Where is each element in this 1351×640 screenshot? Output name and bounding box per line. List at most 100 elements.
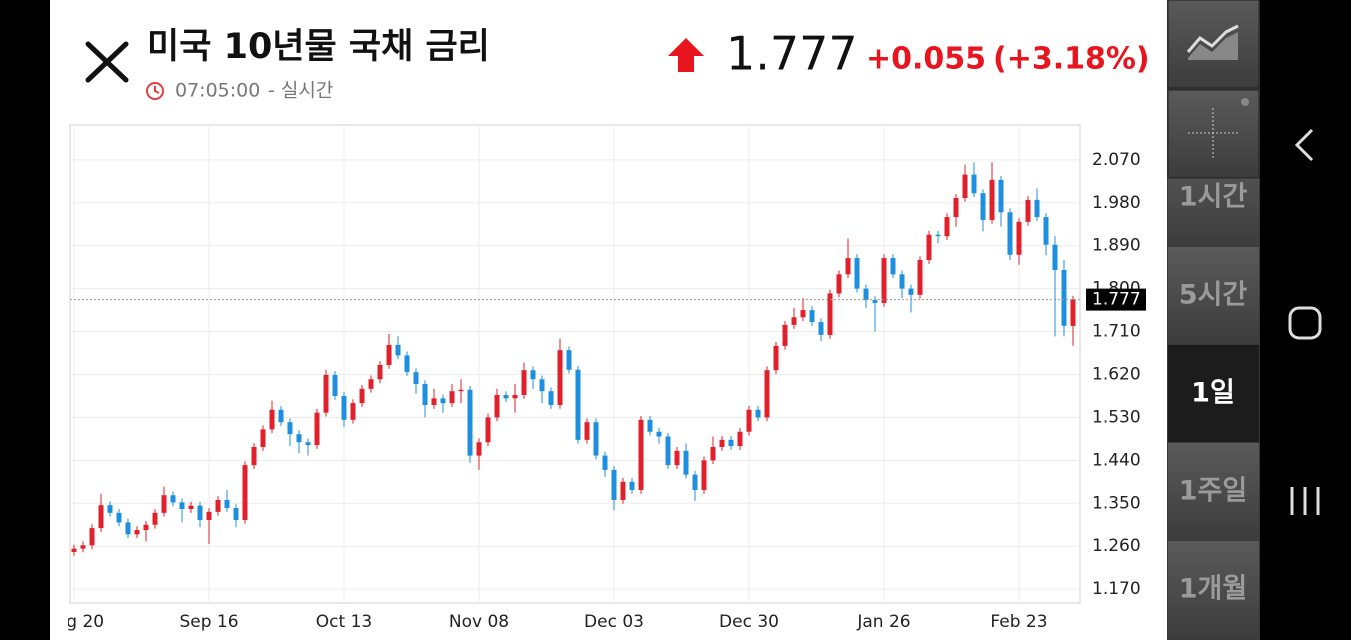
plot-area: [69, 124, 1081, 604]
recents-button[interactable]: [1290, 487, 1320, 515]
candle-body: [359, 388, 365, 404]
candle-body: [989, 179, 995, 220]
close-button[interactable]: [85, 41, 129, 83]
candle-body: [584, 422, 590, 440]
up-arrow: [668, 38, 704, 72]
candle-body: [872, 300, 878, 303]
left-bar: [0, 0, 50, 640]
candle-body: [863, 288, 869, 301]
x-tick-label: Jan 26: [856, 612, 910, 632]
y-tick-label: 1.890: [1092, 236, 1141, 256]
candle-body: [206, 511, 212, 520]
candle-body: [926, 234, 932, 261]
candle-body: [134, 530, 140, 535]
candle-body: [656, 431, 662, 437]
candle-body: [341, 395, 347, 420]
time: 07:05:00: [175, 80, 260, 102]
candle-body: [593, 422, 599, 456]
back-button[interactable]: [1294, 128, 1314, 162]
candle-body: [773, 345, 779, 371]
current-price-label: 1.777: [1092, 290, 1141, 310]
y-tick-label: 1.260: [1092, 536, 1141, 556]
candle-body: [296, 434, 302, 443]
status: - 실시간: [268, 80, 333, 102]
chart: 1.1701.2601.3501.4401.5301.6201.7101.800…: [68, 125, 1146, 632]
tf-button[interactable]: [1168, 443, 1259, 540]
candle-body: [260, 429, 266, 448]
candle-body: [161, 495, 167, 513]
timeframe-buttons: 1시간 5시간 1일 1주일 1개월: [1168, 149, 1259, 640]
candle-body: [449, 391, 455, 404]
candle-body: [575, 369, 581, 440]
candle-body: [602, 455, 608, 470]
y-tick-label: 1.440: [1092, 450, 1141, 470]
candle-body: [89, 528, 95, 546]
tf-label[interactable]: 1일: [1191, 378, 1235, 409]
candle-body: [665, 436, 671, 466]
y-tick-label: 1.710: [1092, 322, 1141, 342]
candle-body: [278, 409, 284, 423]
candle-body: [143, 524, 149, 531]
candle-body: [917, 260, 923, 295]
candle-body: [836, 274, 842, 294]
candle-body: [692, 474, 698, 490]
tf-button[interactable]: [1168, 247, 1259, 344]
candle-body: [458, 389, 464, 392]
candle-body: [197, 505, 203, 520]
y-tick-label: 1.620: [1092, 364, 1141, 384]
tf-label[interactable]: 1개월: [1179, 574, 1247, 605]
candle-body: [710, 447, 716, 461]
candle-body: [350, 403, 356, 420]
candle-body: [971, 174, 977, 194]
candle-body: [332, 374, 338, 396]
candle-body: [845, 258, 851, 275]
candle-body: [683, 450, 689, 475]
x-tick-label: Dec 03: [584, 612, 644, 632]
candle-body: [899, 274, 905, 289]
x-tick-label: Sep 16: [179, 612, 238, 632]
tf-label[interactable]: 1시간: [1179, 182, 1248, 213]
candle-body: [179, 502, 185, 510]
candle-body: [530, 370, 536, 380]
candle-body: [1025, 199, 1031, 222]
title: 미국 10년물 국채 금리: [147, 27, 490, 67]
x-tick-label: Dec 30: [719, 612, 779, 632]
candle-body: [674, 450, 680, 466]
tf-label[interactable]: 5시간: [1179, 280, 1248, 311]
candle-body: [368, 379, 374, 389]
candle-body: [1052, 244, 1058, 271]
home-button[interactable]: [1288, 306, 1322, 340]
candle-body: [413, 372, 419, 385]
candle-body: [557, 350, 563, 406]
candle-body: [152, 512, 158, 525]
candle-body: [1007, 212, 1013, 255]
candle-body: [800, 310, 806, 318]
candle-body: [71, 548, 77, 552]
candle-body: [638, 419, 644, 490]
candle-body: [1061, 270, 1067, 326]
candle-body: [476, 442, 482, 456]
candle-body: [377, 364, 383, 380]
candle-body: [998, 179, 1004, 213]
chart-type-button[interactable]: [1167, 0, 1260, 89]
candle-body: [701, 460, 707, 490]
candle-body: [170, 495, 176, 503]
candle-body: [269, 409, 275, 430]
crosshair-button[interactable]: [1167, 89, 1260, 179]
candle-body: [440, 398, 446, 404]
candle-body: [116, 512, 122, 523]
candle-body: [791, 317, 797, 325]
candle-body: [728, 439, 734, 447]
tf-label[interactable]: 1주일: [1179, 476, 1247, 507]
tf-button-selected[interactable]: [1168, 345, 1259, 442]
candle-body: [251, 447, 257, 466]
x-tick-label: Nov 08: [449, 612, 509, 632]
candle-body: [422, 384, 428, 406]
candle-body: [521, 370, 527, 396]
candle-body: [764, 370, 770, 418]
tf-button[interactable]: [1168, 541, 1259, 640]
candle-body: [386, 344, 392, 365]
candle-body: [494, 395, 500, 418]
candle-body: [890, 258, 896, 275]
candle-body: [431, 398, 437, 406]
